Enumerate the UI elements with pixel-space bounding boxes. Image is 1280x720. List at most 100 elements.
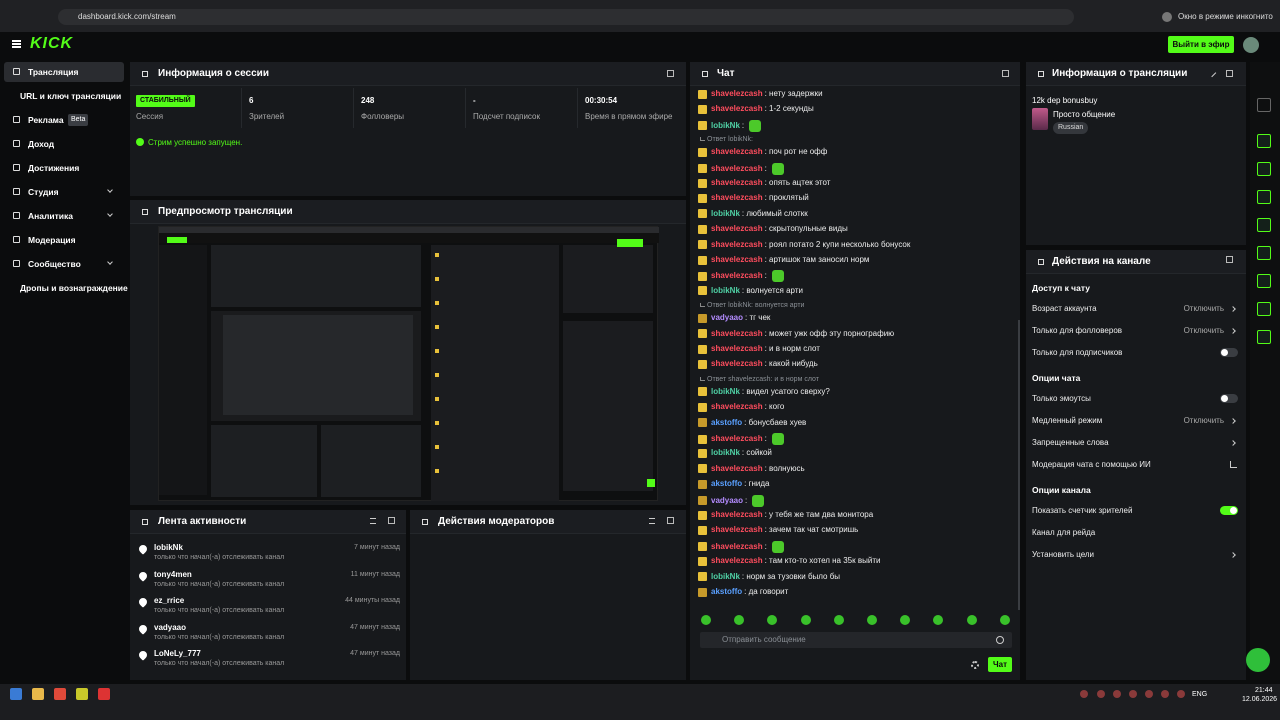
emote-shortcut[interactable] <box>999 615 1010 625</box>
emote-shortcut[interactable] <box>800 615 811 625</box>
activity-user: LoNeLy_777 <box>154 649 201 659</box>
toggle[interactable] <box>1220 394 1238 403</box>
chat-message: shavelezcash: волнуюсь <box>698 464 805 474</box>
chat-user[interactable]: shavelezcash <box>711 89 763 98</box>
rail-button[interactable] <box>1257 162 1271 176</box>
chat-user[interactable]: shavelezcash <box>711 271 763 281</box>
chat-text: : роял потато 2 купи несколько бонусок <box>764 239 911 249</box>
chat-settings-icon[interactable] <box>971 661 979 669</box>
chat-message: akstoffo: бонусбаев хуев <box>698 418 806 428</box>
sidebar-item[interactable]: Студия <box>28 187 59 197</box>
sidebar-item[interactable]: Дропы и вознаграждение <box>20 283 128 293</box>
chat-user[interactable]: vadyaao <box>711 495 744 505</box>
rail-button[interactable] <box>1257 98 1271 112</box>
expand-icon[interactable] <box>1226 256 1233 263</box>
rail-button[interactable] <box>1257 330 1271 344</box>
chat-user[interactable]: akstoffo <box>711 417 743 427</box>
expand-icon[interactable] <box>667 517 674 524</box>
chat-user[interactable]: vadyaao <box>711 313 744 323</box>
setting-label[interactable]: Только для подписчиков <box>1032 348 1123 357</box>
chat-user[interactable]: shavelezcash <box>711 193 763 203</box>
sidebar-item[interactable]: Трансляция <box>28 67 79 77</box>
chat-user[interactable]: shavelezcash <box>711 104 763 114</box>
setting-label[interactable]: Установить цели <box>1032 550 1095 559</box>
setting-label[interactable]: Канал для рейда <box>1032 528 1096 537</box>
rail-button[interactable] <box>1257 302 1271 316</box>
chat-user[interactable]: shavelezcash <box>711 239 763 249</box>
chat-user[interactable]: shavelezcash <box>711 402 763 412</box>
emote-shortcut[interactable] <box>867 615 877 625</box>
chat-user[interactable]: shavelezcash <box>711 344 763 353</box>
expand-icon[interactable] <box>388 517 395 524</box>
emote-shortcut[interactable] <box>767 615 778 625</box>
taskbar-app[interactable] <box>10 688 22 700</box>
support-button[interactable] <box>1246 648 1270 672</box>
expand-icon[interactable] <box>1226 70 1233 77</box>
taskbar-app[interactable] <box>32 688 44 700</box>
external-icon[interactable] <box>1230 461 1237 468</box>
sidebar-item[interactable]: Аналитика <box>28 211 73 221</box>
taskbar-app[interactable] <box>54 688 66 700</box>
rail-button[interactable] <box>1257 274 1271 288</box>
go-live-button[interactable]: Выйти в эфир <box>1168 36 1234 53</box>
sidebar-item[interactable]: Сообщество <box>28 259 81 269</box>
chat-user[interactable]: lobikNk <box>711 448 740 458</box>
rail-button[interactable] <box>1257 190 1271 204</box>
setting-label[interactable]: Только эмоутсы <box>1032 394 1091 403</box>
expand-icon[interactable] <box>1002 70 1009 77</box>
logo[interactable]: KICK <box>30 35 74 52</box>
chat-user[interactable]: shavelezcash <box>711 510 763 519</box>
toggle[interactable] <box>1220 348 1238 357</box>
sidebar-item[interactable]: Реклама <box>28 115 64 125</box>
chat-user[interactable]: shavelezcash <box>711 556 763 566</box>
emote-shortcut[interactable] <box>966 615 977 625</box>
emote-shortcut[interactable] <box>734 615 745 625</box>
chat-user[interactable]: shavelezcash <box>711 178 763 187</box>
panel-icon <box>142 71 148 77</box>
rail-button[interactable] <box>1257 246 1271 260</box>
sidebar-item[interactable]: Доход <box>28 139 55 149</box>
emote-shortcut[interactable] <box>701 615 711 625</box>
chat-user[interactable]: shavelezcash <box>711 359 763 369</box>
chat-user[interactable]: shavelezcash <box>711 224 763 234</box>
chat-user[interactable]: akstoffo <box>711 479 743 489</box>
chat-user[interactable]: shavelezcash <box>711 163 763 173</box>
address-bar[interactable] <box>58 9 1074 25</box>
sidebar-item[interactable]: Модерация <box>28 235 76 245</box>
toggle[interactable] <box>1220 506 1238 515</box>
emote-shortcut[interactable] <box>933 615 944 625</box>
chat-user[interactable]: shavelezcash <box>711 255 763 264</box>
chat-user[interactable]: lobikNk <box>711 120 740 130</box>
chat-input[interactable] <box>700 632 1012 648</box>
chat-user[interactable]: shavelezcash <box>711 328 763 338</box>
taskbar-app[interactable] <box>98 688 110 700</box>
chat-user[interactable]: shavelezcash <box>711 147 763 157</box>
emote-shortcut[interactable] <box>900 615 911 625</box>
chat-user[interactable]: shavelezcash <box>711 463 763 473</box>
chat-user[interactable]: shavelezcash <box>711 525 763 535</box>
taskbar-app[interactable] <box>76 688 88 700</box>
chat-send-button[interactable]: Чат <box>988 657 1012 672</box>
setting-label[interactable]: Модерация чата с помощью ИИ <box>1032 460 1151 469</box>
setting-label[interactable]: Показать счетчик зрителей <box>1032 506 1133 515</box>
chat-user[interactable]: lobikNk <box>711 285 740 295</box>
avatar[interactable] <box>1243 37 1259 53</box>
setting-label[interactable]: Возраст аккаунта <box>1032 304 1097 313</box>
expand-icon[interactable] <box>667 70 674 77</box>
setting-label[interactable]: Запрещенные слова <box>1032 438 1109 447</box>
sidebar-item[interactable]: Достижения <box>28 163 80 173</box>
sidebar-item[interactable]: URL и ключ трансляции <box>20 91 122 101</box>
chat-message: shavelezcash: там кто-то хотел на 35к вы… <box>698 556 880 566</box>
setting-label[interactable]: Только для фолловеров <box>1032 326 1123 335</box>
chat-user[interactable]: shavelezcash <box>711 434 763 443</box>
chat-user[interactable]: shavelezcash <box>711 541 763 551</box>
rail-button[interactable] <box>1257 218 1271 232</box>
chat-user[interactable]: lobikNk <box>711 571 740 581</box>
chat-user[interactable]: lobikNk <box>711 208 740 218</box>
menu-icon[interactable] <box>12 40 21 42</box>
rail-button[interactable] <box>1257 134 1271 148</box>
chat-user[interactable]: lobikNk <box>711 386 740 396</box>
chat-user[interactable]: akstoffo <box>711 587 743 596</box>
emote-shortcut[interactable] <box>833 615 844 625</box>
setting-label[interactable]: Медленный режим <box>1032 416 1103 425</box>
